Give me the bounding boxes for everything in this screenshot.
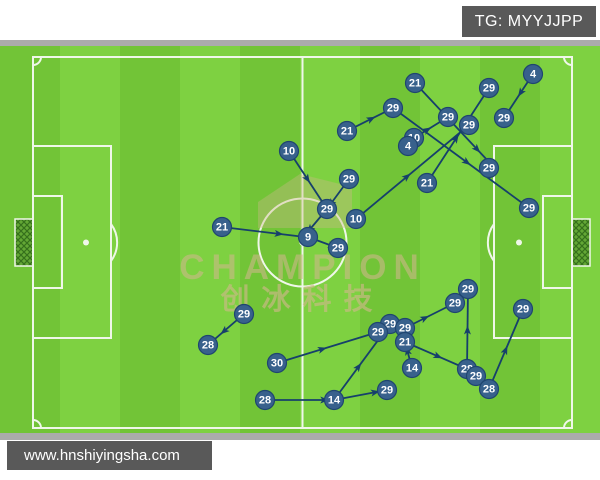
- svg-text:29: 29: [442, 112, 454, 124]
- pass-arrow: [488, 308, 524, 390]
- player-marker-14: 14: [401, 357, 423, 379]
- pass-arrow: [221, 226, 306, 238]
- player-marker-29: 29: [316, 198, 338, 220]
- player-marker-29: 29: [457, 278, 479, 300]
- svg-text:29: 29: [332, 243, 344, 255]
- svg-text:29: 29: [238, 309, 250, 321]
- player-marker-29: 29: [382, 97, 404, 119]
- player-marker-29: 29: [367, 321, 389, 343]
- player-marker-29: 29: [518, 197, 540, 219]
- svg-text:14: 14: [406, 363, 419, 375]
- svg-text:29: 29: [483, 83, 495, 95]
- svg-text:29: 29: [321, 204, 333, 216]
- svg-text:29: 29: [463, 120, 475, 132]
- player-marker-14: 14: [323, 389, 345, 411]
- player-marker-10: 10: [345, 208, 367, 230]
- player-marker-29: 29: [444, 292, 466, 314]
- pass-arrow: [426, 87, 490, 184]
- player-marker-29: 29: [493, 107, 515, 129]
- svg-text:4: 4: [530, 69, 537, 81]
- pass-arrow: [288, 150, 328, 210]
- player-marker-29: 29: [327, 237, 349, 259]
- player-marker-4: 4: [397, 135, 419, 157]
- svg-text:28: 28: [202, 340, 214, 352]
- player-marker-28: 28: [478, 378, 500, 400]
- svg-text:21: 21: [421, 178, 433, 190]
- svg-text:28: 28: [259, 395, 271, 407]
- svg-text:29: 29: [517, 304, 529, 316]
- player-marker-29: 29: [478, 157, 500, 179]
- svg-text:21: 21: [409, 78, 421, 90]
- svg-text:30: 30: [271, 358, 283, 370]
- svg-text:29: 29: [381, 385, 393, 397]
- svg-text:29: 29: [483, 163, 495, 175]
- player-marker-21: 21: [416, 172, 438, 194]
- player-marker-21: 21: [394, 331, 416, 353]
- svg-text:21: 21: [341, 126, 353, 138]
- player-marker-28: 28: [254, 389, 276, 411]
- top-gray-divider: [0, 40, 600, 47]
- pass-arrow: [463, 288, 471, 370]
- svg-text:29: 29: [523, 203, 535, 215]
- player-marker-9: 9: [297, 226, 319, 248]
- player-marker-29: 29: [437, 106, 459, 128]
- bottom-gray-divider: [0, 433, 600, 440]
- player-marker-29: 29: [394, 317, 416, 339]
- player-marker-10: 10: [278, 140, 300, 162]
- player-marker-30: 30: [266, 352, 288, 374]
- pass-arrow: [355, 124, 470, 220]
- svg-text:29: 29: [498, 113, 510, 125]
- svg-text:10: 10: [350, 214, 362, 226]
- svg-text:29: 29: [372, 327, 384, 339]
- player-marker-29: 29: [465, 365, 487, 387]
- player-marker-29: 29: [458, 114, 480, 136]
- player-marker-21: 21: [211, 216, 233, 238]
- player-marker-29: 29: [376, 379, 398, 401]
- player-marker-29: 29: [478, 77, 500, 99]
- player-marker-21: 21: [404, 72, 426, 94]
- svg-text:21: 21: [399, 337, 411, 349]
- svg-text:29: 29: [470, 371, 482, 383]
- svg-text:14: 14: [328, 395, 341, 407]
- telegram-tag-badge: TG: MYYJJPP: [462, 6, 596, 37]
- pass-arrow: [404, 341, 468, 370]
- svg-text:4: 4: [405, 141, 412, 153]
- svg-text:29: 29: [462, 284, 474, 296]
- player-marker-29: 29: [512, 298, 534, 320]
- website-watermark-badge: www.hnshiyingsha.com: [7, 441, 212, 470]
- svg-text:29: 29: [343, 174, 355, 186]
- pass-arrow: [414, 82, 490, 163]
- player-marker-29: 29: [338, 168, 360, 190]
- player-marker-4: 4: [522, 63, 544, 85]
- svg-text:28: 28: [483, 384, 495, 396]
- svg-text:29: 29: [449, 298, 461, 310]
- svg-text:10: 10: [283, 146, 295, 158]
- player-marker-28: 28: [197, 334, 219, 356]
- player-marker-29: 29: [233, 303, 255, 325]
- pass-arrow: [392, 107, 530, 209]
- svg-text:9: 9: [305, 232, 311, 244]
- svg-text:21: 21: [216, 222, 228, 234]
- svg-text:29: 29: [387, 103, 399, 115]
- pass-arrow: [276, 331, 379, 364]
- player-marker-21: 21: [336, 120, 358, 142]
- svg-text:29: 29: [399, 323, 411, 335]
